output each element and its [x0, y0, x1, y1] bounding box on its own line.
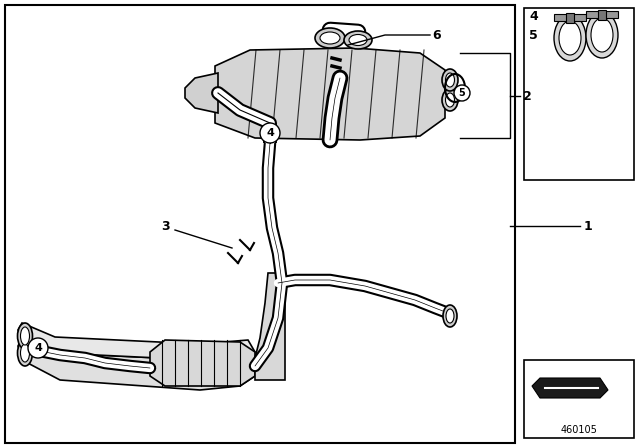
Ellipse shape: [445, 93, 454, 107]
Text: 4: 4: [266, 128, 274, 138]
Text: 1: 1: [584, 220, 593, 233]
Ellipse shape: [17, 323, 33, 349]
Bar: [586, 11, 618, 18]
Ellipse shape: [442, 89, 458, 111]
Ellipse shape: [559, 21, 581, 55]
Ellipse shape: [591, 18, 613, 52]
Bar: [566, 13, 574, 23]
Ellipse shape: [443, 305, 457, 327]
Bar: [5, 5, 515, 443]
Ellipse shape: [442, 69, 458, 91]
Polygon shape: [18, 338, 255, 390]
Bar: [554, 14, 586, 21]
Polygon shape: [215, 48, 445, 140]
Ellipse shape: [315, 28, 345, 48]
Ellipse shape: [344, 31, 372, 49]
Text: 5: 5: [529, 29, 538, 42]
Bar: [524, 8, 634, 180]
Ellipse shape: [20, 327, 29, 345]
Bar: [598, 10, 606, 20]
Circle shape: [28, 338, 48, 358]
Circle shape: [260, 123, 280, 143]
Polygon shape: [532, 378, 608, 398]
Text: 460105: 460105: [561, 425, 597, 435]
Ellipse shape: [445, 73, 454, 87]
Ellipse shape: [320, 32, 340, 44]
Text: 5: 5: [459, 88, 465, 98]
Text: 6: 6: [433, 29, 442, 42]
Text: 4: 4: [34, 343, 42, 353]
Ellipse shape: [554, 15, 586, 61]
Bar: [524, 360, 634, 438]
Text: 2: 2: [523, 90, 531, 103]
Ellipse shape: [17, 340, 33, 366]
Ellipse shape: [446, 309, 454, 323]
Polygon shape: [185, 73, 218, 113]
Ellipse shape: [586, 12, 618, 58]
Ellipse shape: [20, 344, 29, 362]
Circle shape: [454, 85, 470, 101]
Polygon shape: [150, 340, 255, 386]
Ellipse shape: [349, 34, 367, 46]
Text: 4: 4: [529, 9, 538, 22]
Polygon shape: [255, 273, 285, 380]
Polygon shape: [18, 323, 255, 364]
Text: 3: 3: [161, 220, 170, 233]
